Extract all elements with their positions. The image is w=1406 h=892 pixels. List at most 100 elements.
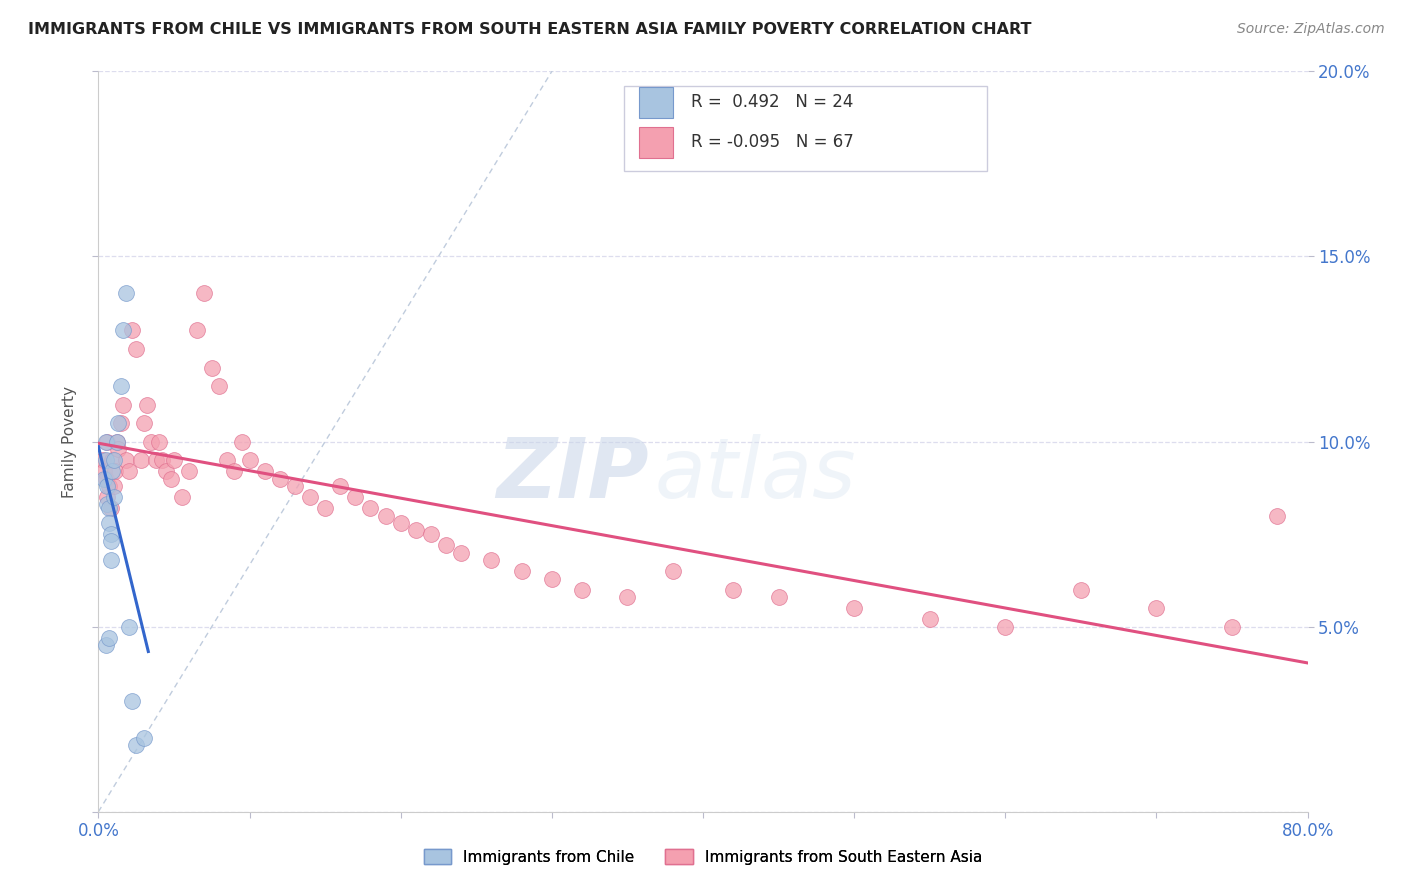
Point xyxy=(93,472,115,486)
Point xyxy=(231,434,253,449)
Point xyxy=(96,434,118,449)
Point xyxy=(284,479,307,493)
Point xyxy=(239,453,262,467)
Point xyxy=(155,464,177,478)
Point xyxy=(571,582,593,597)
Point xyxy=(1267,508,1289,523)
Point xyxy=(105,434,128,449)
Point xyxy=(163,453,186,467)
Text: atlas: atlas xyxy=(655,434,856,516)
Point xyxy=(118,619,141,633)
FancyBboxPatch shape xyxy=(638,87,673,118)
Point xyxy=(360,501,382,516)
Point xyxy=(215,453,238,467)
Point xyxy=(201,360,224,375)
Point xyxy=(170,490,193,504)
FancyBboxPatch shape xyxy=(638,127,673,158)
Y-axis label: Family Poverty: Family Poverty xyxy=(62,385,77,498)
Point xyxy=(253,464,276,478)
Point xyxy=(101,464,124,478)
Point xyxy=(100,534,122,549)
Point xyxy=(299,490,322,504)
Point xyxy=(125,738,148,752)
Point xyxy=(121,324,143,338)
Point xyxy=(661,564,683,578)
Point xyxy=(100,527,122,541)
Point xyxy=(314,501,336,516)
Point xyxy=(94,638,117,652)
Point xyxy=(98,479,121,493)
Point xyxy=(103,453,125,467)
Point xyxy=(110,379,132,393)
Point xyxy=(96,479,118,493)
Point xyxy=(98,501,121,516)
Point xyxy=(994,619,1017,633)
Point xyxy=(510,564,533,578)
Point xyxy=(104,464,127,478)
Point xyxy=(110,416,132,430)
Point xyxy=(405,524,427,538)
Point xyxy=(148,434,170,449)
Text: Source: ZipAtlas.com: Source: ZipAtlas.com xyxy=(1237,22,1385,37)
Point xyxy=(93,464,115,478)
Point xyxy=(132,416,155,430)
Point xyxy=(125,342,148,356)
Point xyxy=(844,601,866,615)
Point xyxy=(111,324,134,338)
Point xyxy=(186,324,208,338)
FancyBboxPatch shape xyxy=(624,87,987,171)
Point xyxy=(96,490,118,504)
Point xyxy=(768,590,790,604)
Point xyxy=(129,453,152,467)
Point xyxy=(616,590,638,604)
Point xyxy=(1144,601,1167,615)
Point xyxy=(723,582,745,597)
Point xyxy=(100,553,122,567)
Point xyxy=(918,612,941,626)
Point xyxy=(101,453,124,467)
Text: R = -0.095   N = 67: R = -0.095 N = 67 xyxy=(690,134,853,152)
Point xyxy=(150,453,173,467)
Point xyxy=(269,472,291,486)
Point xyxy=(193,286,215,301)
Point xyxy=(91,453,114,467)
Point xyxy=(111,398,134,412)
Point xyxy=(107,416,129,430)
Point xyxy=(118,464,141,478)
Point xyxy=(329,479,352,493)
Point xyxy=(374,508,396,523)
Point xyxy=(103,490,125,504)
Point xyxy=(224,464,246,478)
Point xyxy=(145,453,167,467)
Point xyxy=(481,553,503,567)
Point xyxy=(94,472,117,486)
Point xyxy=(344,490,367,504)
Point xyxy=(420,527,443,541)
Point xyxy=(114,453,136,467)
Text: IMMIGRANTS FROM CHILE VS IMMIGRANTS FROM SOUTH EASTERN ASIA FAMILY POVERTY CORRE: IMMIGRANTS FROM CHILE VS IMMIGRANTS FROM… xyxy=(28,22,1032,37)
Text: R =  0.492   N = 24: R = 0.492 N = 24 xyxy=(690,94,853,112)
Point xyxy=(1070,582,1092,597)
Point xyxy=(96,498,118,512)
Point xyxy=(121,694,143,708)
Point xyxy=(434,538,457,552)
Legend: Immigrants from Chile, Immigrants from South Eastern Asia: Immigrants from Chile, Immigrants from S… xyxy=(418,843,988,871)
Point xyxy=(107,442,129,456)
Point xyxy=(160,472,183,486)
Point xyxy=(540,572,562,586)
Point xyxy=(1220,619,1243,633)
Point xyxy=(94,453,117,467)
Point xyxy=(389,516,412,530)
Point xyxy=(132,731,155,745)
Text: ZIP: ZIP xyxy=(496,434,648,516)
Point xyxy=(450,545,472,560)
Point xyxy=(98,516,121,530)
Point xyxy=(135,398,157,412)
Point xyxy=(179,464,201,478)
Point xyxy=(105,434,128,449)
Point xyxy=(103,479,125,493)
Point xyxy=(98,631,121,645)
Point xyxy=(114,286,136,301)
Point xyxy=(141,434,163,449)
Point xyxy=(94,434,117,449)
